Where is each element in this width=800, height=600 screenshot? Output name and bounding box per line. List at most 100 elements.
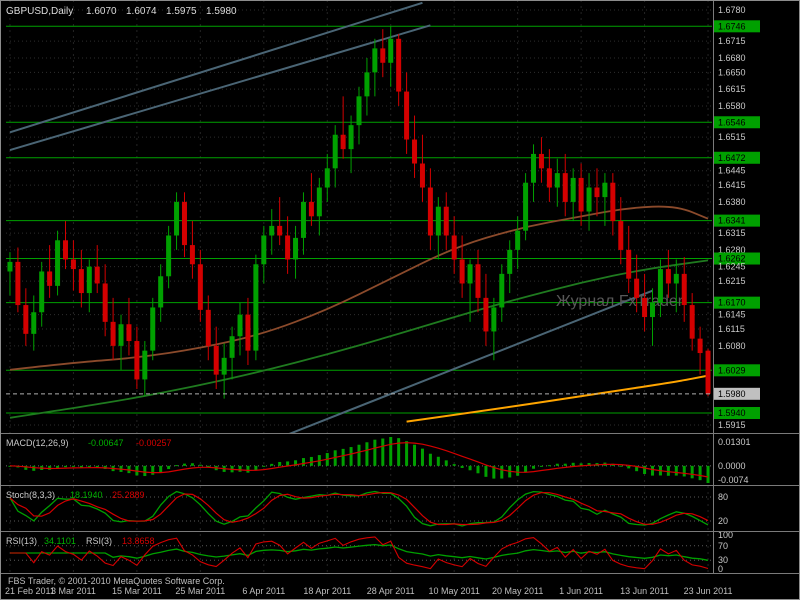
candle xyxy=(62,221,68,270)
candle xyxy=(70,240,76,291)
macd-histogram-bar xyxy=(690,465,694,479)
candle xyxy=(705,348,711,397)
candle xyxy=(300,192,306,255)
candle xyxy=(681,257,687,322)
price-level-badge xyxy=(714,364,760,377)
macd-signal-line xyxy=(9,442,709,478)
price-level-badge xyxy=(714,296,760,309)
candle xyxy=(499,264,505,322)
macd-histogram-bar xyxy=(254,465,258,470)
time-axis-label: 21 Feb 2011 xyxy=(5,586,55,596)
price-axis-label: 1.6115 xyxy=(718,324,745,334)
price-axis-label: 1.6615 xyxy=(718,84,746,94)
macd-histogram-bar xyxy=(278,461,282,466)
candle xyxy=(39,261,45,327)
macd-histogram-bar xyxy=(48,465,52,470)
macd-histogram-bar xyxy=(87,465,91,468)
macd-histogram-bar xyxy=(206,465,210,468)
macd-histogram-bar xyxy=(182,463,186,466)
macd-indicator: 0.01301 0.0000 -0.0074 xyxy=(6,437,751,485)
macd-histogram-bar xyxy=(635,465,639,472)
trendline[interactable] xyxy=(9,24,431,152)
price-axis-label: 1.6515 xyxy=(718,132,746,142)
candle xyxy=(332,125,338,188)
candle xyxy=(618,197,624,265)
price-axis-label: 1.6245 xyxy=(718,262,746,272)
macd-histogram-bar xyxy=(500,465,504,479)
candle xyxy=(594,168,600,217)
rising-support-line[interactable] xyxy=(406,374,709,423)
candle xyxy=(554,158,560,207)
stoch-level-label: 80 xyxy=(718,492,728,502)
ma-medium-line xyxy=(9,205,709,371)
price-axis-label: 1.6650 xyxy=(718,67,746,77)
macd-histogram-bar xyxy=(8,465,12,467)
candle xyxy=(515,216,521,270)
time-axis-label: 25 Mar 2011 xyxy=(175,586,225,596)
macd-histogram-bar xyxy=(167,465,171,470)
macd-histogram-bar xyxy=(151,465,155,475)
candle xyxy=(570,168,576,222)
candle xyxy=(55,230,61,296)
candle xyxy=(293,225,299,279)
candle xyxy=(229,326,235,380)
macd-histogram-bar xyxy=(484,465,488,477)
price-axis-label: 1.6415 xyxy=(718,180,746,190)
candle xyxy=(523,173,529,241)
candle xyxy=(316,177,322,236)
candle xyxy=(657,259,663,318)
candle xyxy=(673,259,679,313)
trendline[interactable] xyxy=(288,289,653,435)
price-axis-label: 1.5915 xyxy=(718,420,746,430)
candle xyxy=(118,314,124,370)
macd-histogram-bar xyxy=(698,465,702,481)
macd-scale-label: -0.0074 xyxy=(718,475,749,485)
macd-histogram-bar xyxy=(666,465,670,476)
candle xyxy=(348,115,354,174)
candle xyxy=(665,249,671,298)
chart-title: GBPUSD,Daily 1.6070 1.6074 1.5975 1.5980 xyxy=(6,6,237,17)
macd-histogram-bar xyxy=(357,444,361,466)
platform-copyright: FBS Trader, © 2001-2010 MetaQuotes Softw… xyxy=(8,576,225,586)
macd-histogram-bar xyxy=(682,465,686,477)
stoch-panel[interactable] xyxy=(0,486,713,531)
time-axis-label: 1 Jun 2011 xyxy=(559,586,603,596)
time-axis-label: 3 Mar 2011 xyxy=(51,586,96,596)
rsi-3-line xyxy=(10,536,709,570)
candle xyxy=(158,264,164,322)
price-level-badge xyxy=(714,252,760,265)
rsi-label-name2: RSI(3) xyxy=(86,536,112,546)
macd-histogram-bar xyxy=(294,460,298,466)
macd-histogram-bar xyxy=(555,463,559,466)
macd-histogram-bar xyxy=(270,463,274,466)
chart-title-close: 1.5980 xyxy=(206,6,237,17)
candle xyxy=(110,297,116,361)
macd-histogram-bar xyxy=(333,450,337,466)
price-axis-label: 1.6215 xyxy=(718,276,746,286)
candle xyxy=(562,153,568,217)
macd-label-main: -0.00647 xyxy=(88,438,124,448)
candle xyxy=(626,225,632,294)
time-axis-label: 28 Apr 2011 xyxy=(367,586,415,596)
price-axis-labels: 1.6780 1.6746 1.6715 1.6680 1.6650 1.6615 1.65… xyxy=(714,5,760,430)
stoch-label: Stoch(8,3,3) 18.1940 25.2889 xyxy=(6,490,145,500)
price-level-badge-label: 1.6546 xyxy=(718,117,746,127)
macd-histogram-bar xyxy=(286,461,290,466)
candle xyxy=(602,173,608,226)
candle xyxy=(31,295,37,351)
main-chart-area[interactable] xyxy=(0,0,713,433)
stoch-d-line xyxy=(9,491,709,526)
price-level-badge xyxy=(714,214,760,227)
macd-histogram-bar xyxy=(428,453,432,466)
candle xyxy=(189,221,195,279)
trendline[interactable] xyxy=(9,1,423,134)
macd-histogram-bar xyxy=(524,465,528,473)
candle xyxy=(308,173,314,226)
stoch-label-name: Stoch(8,3,3) xyxy=(6,490,55,500)
rsi-level-label: 0 xyxy=(718,564,723,574)
macd-histogram-bar xyxy=(706,465,710,483)
price-axis-label: 1.6580 xyxy=(718,101,746,111)
price-level-badge-label: 1.6746 xyxy=(718,21,746,31)
candle xyxy=(197,249,203,322)
